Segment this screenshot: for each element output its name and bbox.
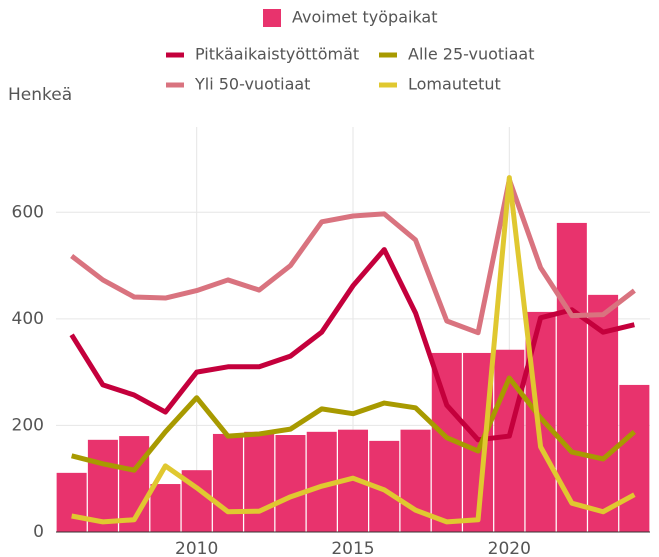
y-axis-label: Henkeä bbox=[8, 85, 72, 105]
y-tick-label: 200 bbox=[12, 415, 44, 435]
bar bbox=[619, 384, 650, 532]
line bbox=[71, 375, 637, 473]
line bbox=[69, 247, 635, 443]
bar bbox=[244, 431, 275, 532]
line bbox=[70, 177, 636, 336]
bar bbox=[212, 433, 243, 532]
x-tick-label: 2015 bbox=[331, 539, 374, 557]
legend-label: Lomautetut bbox=[408, 75, 501, 94]
y-tick-label: 600 bbox=[12, 202, 44, 222]
bar bbox=[87, 439, 118, 532]
legend-label: Yli 50-vuotiaat bbox=[194, 75, 310, 94]
bar bbox=[56, 472, 87, 532]
x-tick-label: 2020 bbox=[488, 539, 531, 557]
x-tick-label: 2010 bbox=[175, 539, 218, 557]
y-tick-label: 400 bbox=[12, 309, 44, 329]
y-tick-label: 0 bbox=[33, 522, 44, 542]
legend-label: Avoimet työpaikat bbox=[292, 8, 438, 27]
legend-swatch bbox=[263, 9, 281, 27]
line bbox=[71, 175, 636, 525]
bar bbox=[150, 484, 181, 532]
legend-label: Pitkäaikaistyöttömät bbox=[195, 45, 359, 64]
bar bbox=[275, 435, 306, 532]
legend-label: Alle 25-vuotiaat bbox=[408, 45, 534, 64]
